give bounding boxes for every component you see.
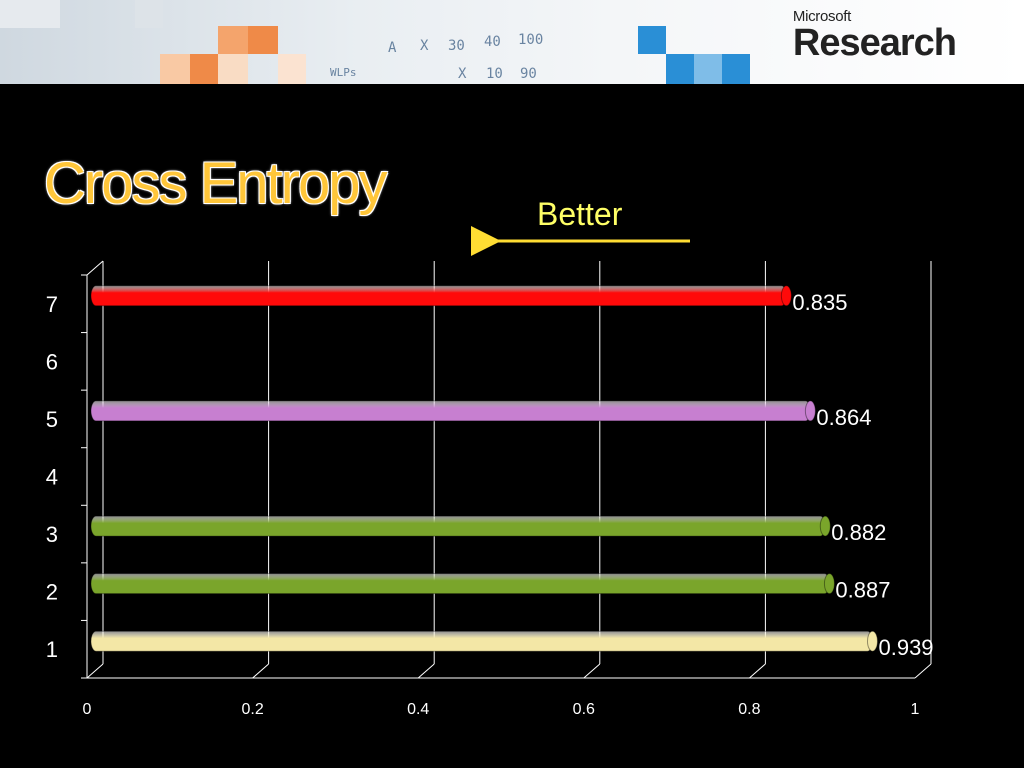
y-tick-label: 6 <box>46 349 58 374</box>
decor-tile <box>722 54 750 84</box>
sketch-text: 30 <box>448 38 465 54</box>
y-axis-depth-line <box>86 260 104 276</box>
y-tick-label: 4 <box>46 465 58 490</box>
floor-gridline <box>914 663 932 679</box>
y-tick-label: 2 <box>46 580 58 605</box>
header-banner: A X 30 40 100 X 10 90 WLPs Microsoft Res… <box>0 0 1024 84</box>
sketch-text: X <box>420 38 429 54</box>
decor-tile <box>218 54 248 84</box>
sketch-text: 10 <box>486 66 503 82</box>
slide-title: Cross Entropy <box>44 151 387 216</box>
bar <box>90 285 787 307</box>
microsoft-research-logo: Microsoft Research <box>792 8 957 64</box>
bar <box>90 630 873 652</box>
decor-tile <box>666 54 694 84</box>
bar-end-cap <box>780 285 792 307</box>
floor-gridline <box>86 663 104 679</box>
data-label: 0.939 <box>878 635 933 660</box>
floor-gridline <box>417 663 435 679</box>
decor-tile <box>135 0 163 28</box>
sketch-text: 40 <box>484 34 501 50</box>
bar-end-cap <box>819 515 831 537</box>
sketch-text: A <box>388 40 397 56</box>
decor-tile <box>638 26 666 54</box>
floor-gridline <box>583 663 601 679</box>
bar <box>90 573 830 595</box>
logo-product: Research <box>792 22 957 64</box>
x-tick-label: 0 <box>83 701 92 718</box>
decor-tile <box>190 54 218 84</box>
better-annotation: Better <box>537 196 623 232</box>
y-tick-label: 1 <box>46 637 58 662</box>
x-tick-label: 0.2 <box>241 701 263 718</box>
bar-end-cap <box>823 573 835 595</box>
x-tick-label: 0.4 <box>407 701 429 718</box>
decor-tile <box>278 54 306 84</box>
sketch-text: 90 <box>520 66 537 82</box>
x-tick-label: 1 <box>911 701 920 718</box>
bar <box>90 515 826 537</box>
data-label: 0.882 <box>831 520 886 545</box>
y-tick-label: 7 <box>46 292 58 317</box>
decor-tile <box>160 54 190 84</box>
sketch-text: X <box>458 66 467 82</box>
bar-end-cap <box>866 630 878 652</box>
sketch-text: 100 <box>518 32 544 48</box>
x-tick-label: 0.6 <box>573 701 595 718</box>
data-label: 0.864 <box>816 405 871 430</box>
decor-tile <box>248 26 278 54</box>
data-label: 0.835 <box>792 290 847 315</box>
data-label: 0.887 <box>835 578 890 603</box>
decor-tile <box>694 54 722 84</box>
decor-tile <box>0 0 60 28</box>
y-tick-label: 5 <box>46 407 58 432</box>
floor-gridline <box>252 663 269 679</box>
x-tick-label: 0.8 <box>738 701 760 718</box>
floor-gridline <box>749 663 766 679</box>
y-tick-label: 3 <box>46 522 58 547</box>
bar-end-cap <box>804 400 816 422</box>
sketch-text: WLPs <box>330 66 357 79</box>
bar <box>90 400 811 422</box>
logo-brand: Microsoft <box>792 8 852 25</box>
